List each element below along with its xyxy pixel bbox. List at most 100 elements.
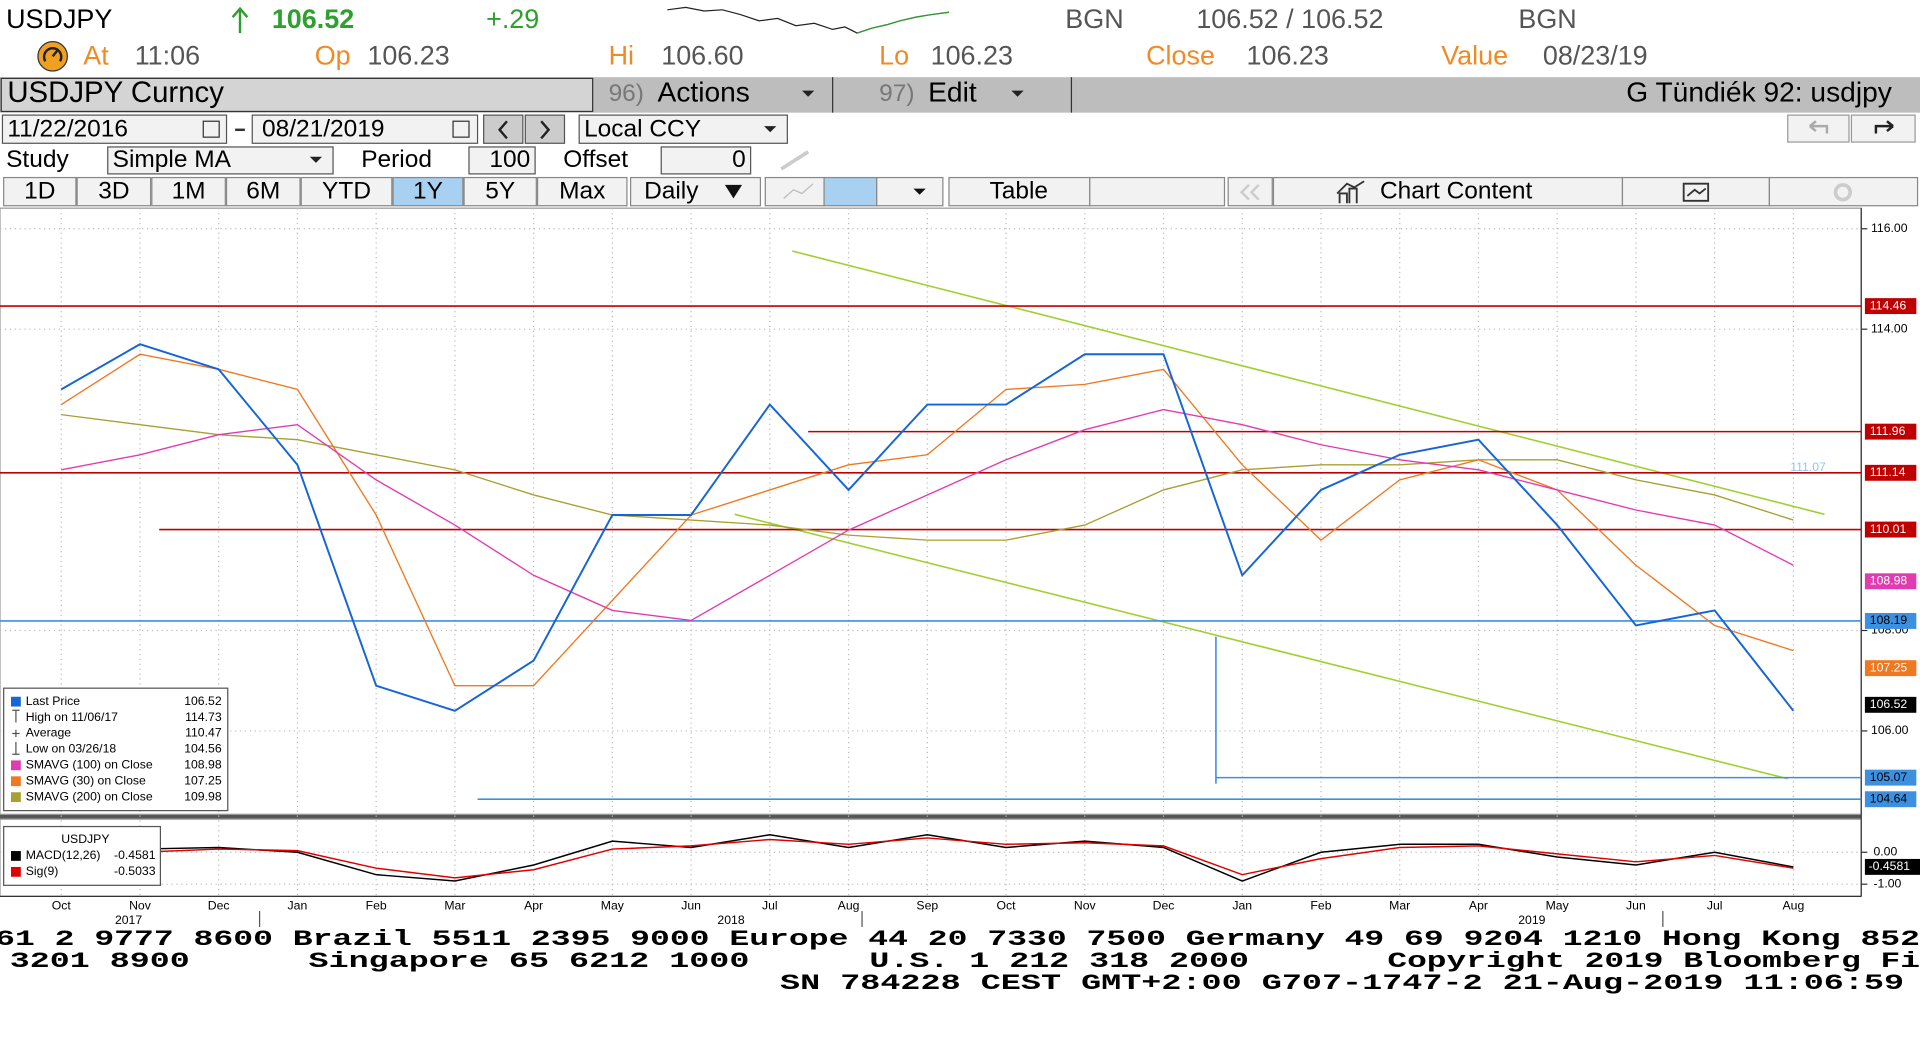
edit-menu[interactable]: Edit	[928, 77, 977, 108]
next-button[interactable]	[524, 114, 566, 144]
chart-content-tab[interactable]	[1272, 176, 1624, 207]
line-icon	[783, 183, 814, 199]
value-date: 08/23/19	[1543, 41, 1648, 71]
footer-line: Copyright 2019 Bloomberg Fi	[1387, 949, 1920, 974]
calendar-icon[interactable]	[452, 120, 470, 138]
x-tick-label: Dec	[1153, 898, 1175, 912]
start-date-box[interactable]	[1, 114, 228, 144]
open-label: Op	[315, 41, 351, 71]
plot: 111.07	[0, 305, 1862, 882]
series-line	[60, 343, 1795, 712]
undo-button[interactable]	[1787, 114, 1850, 143]
price-tag	[1864, 298, 1917, 315]
up-arrow	[231, 6, 249, 34]
offset-box[interactable]	[660, 146, 752, 175]
trend-line	[734, 513, 1788, 780]
menu-key: 97)	[879, 80, 914, 107]
start-date: 11/22/2016	[7, 115, 128, 142]
undo-icon	[1809, 120, 1829, 134]
range-label: 1Y	[413, 178, 443, 205]
chart-icon	[1336, 180, 1365, 204]
legend-value: -0.5033	[114, 864, 156, 878]
period-box[interactable]	[468, 146, 536, 175]
series-line	[60, 353, 1794, 687]
end-date-box[interactable]	[251, 114, 479, 144]
legend-label: MACD(12,26)	[26, 848, 101, 862]
range-label: YTD	[322, 178, 371, 205]
legend-label: Sig(9)	[26, 864, 59, 878]
sparkline	[667, 6, 950, 34]
open: 106.23	[367, 41, 449, 71]
frequency-tab[interactable]	[630, 176, 762, 207]
x-tick-label: Oct	[52, 898, 72, 912]
price-tag-label: 111.96	[1870, 424, 1906, 438]
legend-value: 114.73	[185, 710, 222, 724]
x-tick-label: Nov	[129, 898, 152, 912]
range-tab[interactable]	[151, 176, 226, 207]
pencil-icon[interactable]	[780, 150, 810, 171]
year-label: 2019	[1518, 913, 1545, 927]
macd-legend: MACD(12,26) -0.4581 Sig(9) -0.5033	[11, 848, 156, 878]
x-tick-label: Jan	[1232, 898, 1252, 912]
range-label: 1M	[172, 178, 206, 205]
study-box[interactable]	[107, 146, 334, 175]
next-icon	[540, 120, 551, 140]
sparkline-up	[856, 11, 950, 34]
macd-title: USDJPY	[61, 832, 109, 846]
gear-tab[interactable]	[1768, 176, 1919, 207]
legend-value: 106.52	[184, 694, 222, 708]
last-price: 106.52	[272, 4, 354, 34]
security: USDJPY Curncy	[7, 76, 224, 109]
range-tab[interactable]	[392, 176, 464, 207]
legend-swatch	[11, 851, 21, 861]
legend-box	[3, 687, 229, 812]
range-label: 5Y	[485, 178, 515, 205]
legend-swatch	[11, 792, 21, 803]
range-tab[interactable]	[463, 176, 537, 207]
redo-icon	[1874, 120, 1894, 134]
price-tag	[1864, 660, 1917, 677]
calendar-icon[interactable]	[202, 120, 220, 138]
line-tool[interactable]	[764, 176, 825, 207]
x-tick-label: Dec	[208, 898, 230, 912]
chart-type[interactable]	[876, 176, 944, 207]
prev-icon	[497, 120, 508, 140]
range-tab[interactable]	[300, 176, 393, 207]
x-tick-label: Jun	[681, 898, 701, 912]
prev-button[interactable]	[483, 114, 524, 144]
x-tick-label: Jun	[1626, 898, 1646, 912]
range-tab[interactable]	[76, 176, 152, 207]
x-tick-label: Nov	[1074, 898, 1097, 912]
high: 106.60	[661, 41, 743, 71]
user: G Tündiék 92: usdjpy	[1626, 77, 1892, 108]
y-tick-label: -1.00	[1873, 876, 1901, 890]
y-tick-label: 106.00	[1871, 723, 1909, 737]
range-tab[interactable]	[3, 176, 77, 207]
time: 11:06	[135, 41, 200, 71]
legend-label: SMAVG (200) on Close	[26, 789, 153, 803]
price-tag-label: 111.14	[1870, 465, 1906, 479]
period: 100	[489, 146, 530, 173]
range-label: 3D	[98, 178, 129, 205]
legend-swatch	[11, 760, 21, 771]
redo-button[interactable]	[1850, 114, 1916, 143]
price-tag-label: 114.46	[1870, 298, 1907, 312]
currency-box[interactable]	[578, 114, 788, 144]
table-tab[interactable]	[948, 176, 1091, 207]
price-tag-label: 108.98	[1870, 574, 1908, 588]
price-tag	[1864, 696, 1917, 713]
dropdown-arrow	[913, 188, 926, 195]
security-box[interactable]	[0, 77, 594, 113]
footer-line: Singapore 65 6212 1000	[309, 949, 750, 974]
dropdown-arrow	[1011, 90, 1024, 97]
actions-menu[interactable]: Actions	[658, 77, 750, 108]
x-tick-label: Oct	[997, 898, 1017, 912]
legend-label: SMAVG (100) on Close	[26, 758, 153, 772]
collapse[interactable]	[1227, 176, 1273, 207]
bar-tool[interactable]	[823, 176, 878, 207]
range-tab[interactable]	[536, 176, 628, 207]
currency: Local CCY	[584, 115, 701, 142]
range-tab[interactable]	[225, 176, 301, 207]
legend-value: -0.4581	[114, 848, 156, 862]
trend-line	[792, 250, 1825, 516]
